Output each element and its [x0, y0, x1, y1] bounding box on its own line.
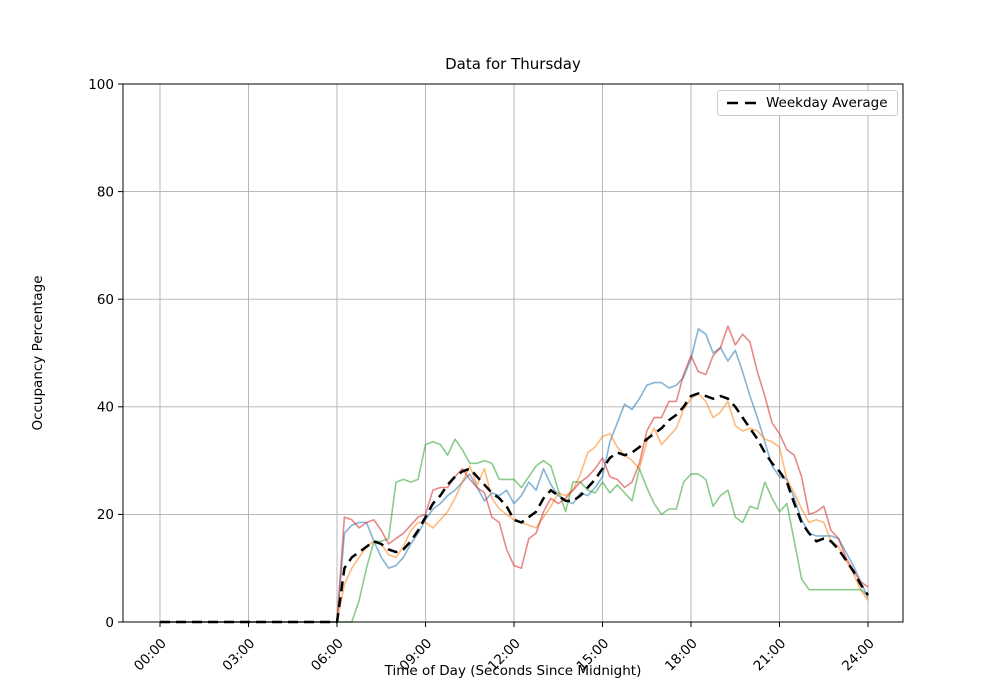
y-tick-label: 40: [97, 400, 114, 416]
y-tick-label: 100: [88, 77, 114, 93]
y-axis-label: Occupancy Percentage: [30, 275, 46, 431]
y-tick-label: 20: [97, 507, 114, 523]
legend: Weekday Average: [717, 90, 898, 116]
chart-title: Data for Thursday: [445, 55, 581, 73]
y-tick-label: 80: [97, 184, 114, 200]
legend-dashed-line-icon: [727, 101, 757, 105]
legend-label: Weekday Average: [766, 95, 888, 111]
y-tick-label: 60: [97, 292, 114, 308]
plot-border: [122, 83, 904, 623]
y-tick-label: 0: [105, 615, 114, 631]
x-axis-label: Time of Day (Seconds Since Midnight): [384, 663, 642, 679]
